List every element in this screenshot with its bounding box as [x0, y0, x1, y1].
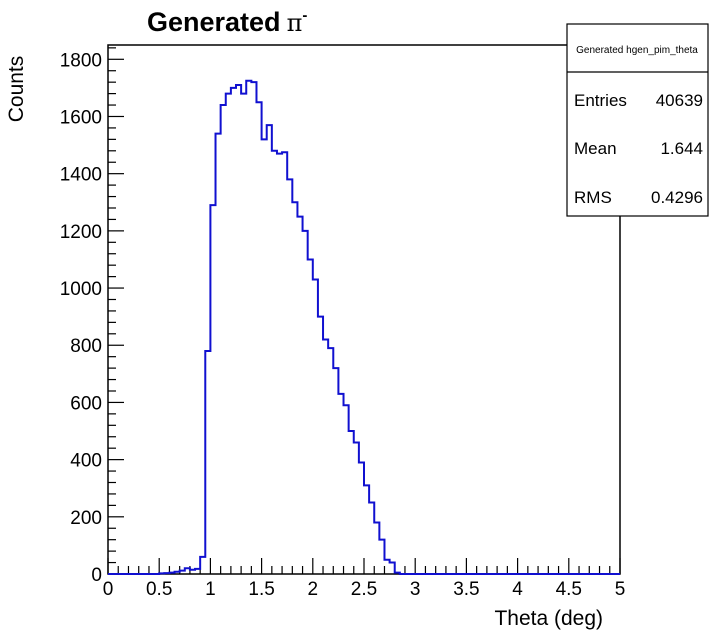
y-tick-label: 1600	[60, 107, 102, 128]
stats-box-frame	[566, 23, 709, 217]
y-tick-label: 800	[70, 336, 102, 357]
plot-frame	[107, 44, 621, 575]
x-tick-label: 2.5	[351, 579, 377, 600]
y-tick-label: 1800	[60, 50, 102, 71]
y-tick-label: 200	[70, 508, 102, 529]
x-tick-label: 1	[205, 579, 216, 600]
x-tick-label: 0	[103, 579, 114, 600]
axis-ticks	[107, 47, 621, 575]
y-axis-label: Counts	[5, 56, 28, 123]
stats-entries-label: Entries	[574, 91, 627, 110]
x-axis-label: Theta (deg)	[494, 607, 603, 630]
stats-rms-label: RMS	[574, 188, 612, 207]
x-tick-label: 3	[410, 579, 421, 600]
stats-rms-value: 0.4296	[651, 188, 703, 207]
y-tick-label: 600	[70, 393, 102, 414]
stats-box: Generated hgen_pim_theta Entries 40639 M…	[566, 23, 709, 217]
tick-labels: 0 0.5 1 1.5 2 2.5 3 3.5 4 4.5 5 0 200 400 600 800 1000 12…	[60, 50, 626, 600]
y-tick-label: 0	[91, 565, 102, 586]
x-tick-label: 2	[308, 579, 319, 600]
x-tick-label: 4	[512, 579, 523, 600]
chart-title: Generated π-	[147, 7, 307, 37]
x-tick-label: 1.5	[248, 579, 274, 600]
x-tick-label: 4.5	[556, 579, 582, 600]
x-tick-label: 5	[615, 579, 626, 600]
y-tick-label: 400	[70, 451, 102, 472]
y-tick-label: 1000	[60, 279, 102, 300]
histogram-line	[108, 79, 620, 575]
stats-mean-label: Mean	[574, 139, 617, 158]
chart-title-text: Generated	[147, 7, 281, 37]
x-tick-label: 0.5	[146, 579, 172, 600]
chart-title-superscript: -	[302, 7, 307, 24]
stats-box-title: Generated hgen_pim_theta	[576, 45, 698, 56]
stats-entries-value: 40639	[656, 91, 703, 110]
x-tick-label: 3.5	[453, 579, 479, 600]
y-tick-label: 1400	[60, 165, 102, 186]
stats-mean-value: 1.644	[660, 139, 703, 158]
y-tick-label: 1200	[60, 222, 102, 243]
chart-title-symbol: π	[287, 9, 303, 37]
